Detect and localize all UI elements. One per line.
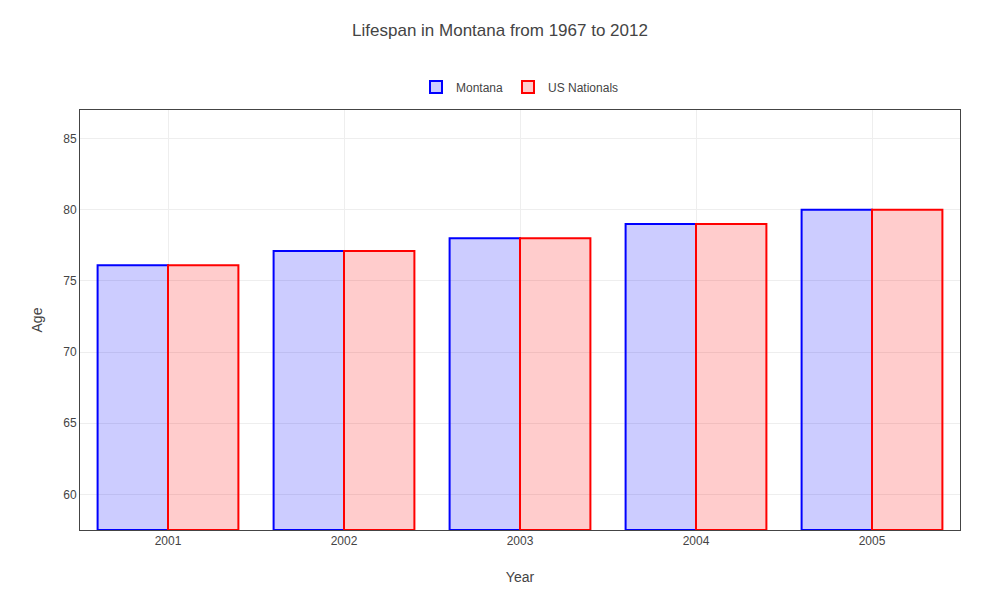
svg-text:Lifespan in Montana from 1967: Lifespan in Montana from 1967 to 2012 — [352, 21, 648, 40]
svg-text:60: 60 — [63, 488, 77, 502]
svg-text:2002: 2002 — [331, 534, 358, 548]
svg-text:2001: 2001 — [155, 534, 182, 548]
svg-text:2005: 2005 — [859, 534, 886, 548]
svg-text:US Nationals: US Nationals — [548, 81, 618, 95]
svg-text:Year: Year — [506, 569, 535, 585]
svg-text:80: 80 — [63, 203, 77, 217]
svg-text:75: 75 — [63, 274, 77, 288]
svg-text:2004: 2004 — [683, 534, 710, 548]
svg-text:70: 70 — [63, 345, 77, 359]
svg-text:Age: Age — [29, 307, 45, 332]
svg-text:85: 85 — [63, 132, 77, 146]
svg-text:65: 65 — [63, 416, 77, 430]
svg-text:2003: 2003 — [507, 534, 534, 548]
svg-text:Montana: Montana — [456, 81, 503, 95]
